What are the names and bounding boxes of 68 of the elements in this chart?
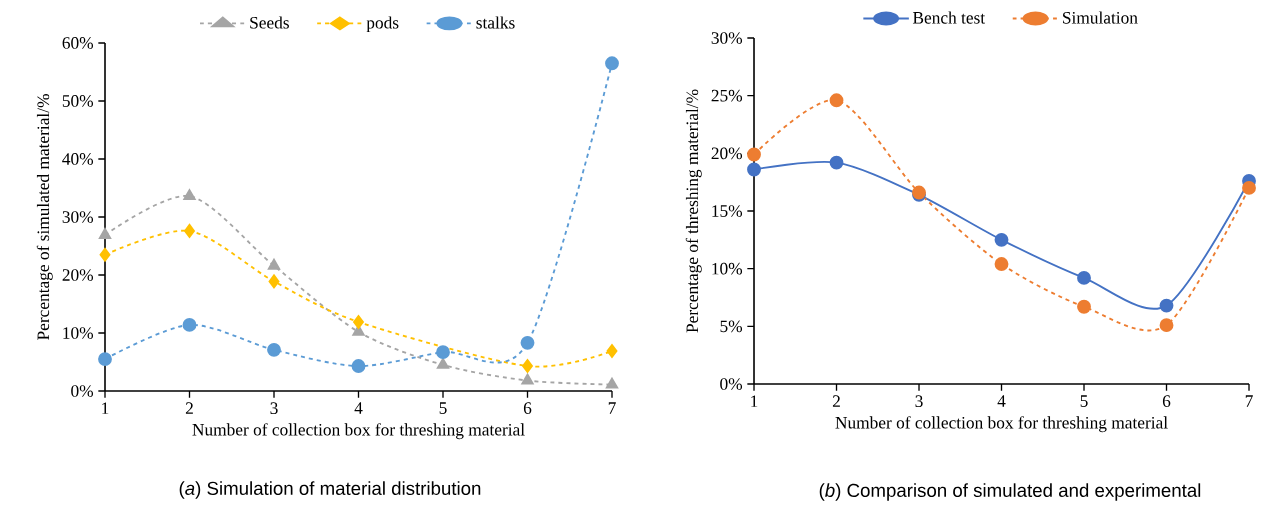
point [747, 147, 761, 162]
point [353, 315, 364, 329]
x-tick-label: 3 [915, 395, 923, 408]
x-tick-label: 5 [439, 402, 447, 414]
y-tick-label: 20% [711, 147, 743, 160]
x-axis-title: Number of collection box for threshing material [835, 416, 1168, 433]
point [605, 377, 619, 389]
y-tick-label: 10% [63, 327, 94, 339]
point [1159, 318, 1174, 333]
x-tick-label: 7 [1245, 395, 1253, 407]
point [98, 352, 112, 367]
text: (a) Simulation of material distribution [179, 481, 481, 499]
x-tick-label: 6 [523, 402, 532, 415]
y-tick-label: 10% [712, 262, 743, 275]
point [606, 344, 618, 358]
point [829, 93, 844, 108]
x-tick-label: 3 [270, 402, 278, 415]
y-axis-title: Percentage of simulated material/% [36, 94, 53, 340]
point [183, 189, 196, 201]
x-tick-label: 1 [751, 395, 758, 407]
point [267, 342, 281, 357]
y-tick-label: 15% [712, 205, 743, 217]
y-tick-label: 40% [62, 153, 94, 165]
point [436, 345, 450, 360]
y-tick-label: 0% [720, 378, 743, 390]
point [1077, 299, 1091, 314]
text: (b) Comparison of simulated and experimental [819, 483, 1201, 501]
x-tick-label: 6 [1162, 395, 1171, 408]
legend-label: stalks [476, 16, 515, 29]
x-tick-label: 5 [1080, 395, 1088, 407]
point [436, 357, 450, 369]
point [182, 317, 197, 332]
point [747, 162, 761, 177]
y-tick-label: 0% [71, 385, 94, 397]
point [522, 359, 533, 373]
x-tick-label: 4 [997, 395, 1006, 407]
x-tick-label: 2 [832, 395, 840, 407]
y-tick-label: 30% [711, 32, 743, 44]
legend-label: Seeds [250, 16, 289, 29]
x-axis-title: Number of collection box for threshing material [192, 423, 525, 440]
y-tick-label: 50% [62, 95, 94, 107]
point [521, 373, 534, 385]
point [520, 335, 535, 350]
y-tick-label: 30% [62, 211, 94, 223]
point [268, 274, 280, 289]
y-tick-label: 60% [62, 37, 94, 49]
point [1077, 270, 1091, 285]
x-tick-label: 1 [102, 402, 109, 414]
point [994, 232, 1009, 247]
point [184, 223, 195, 238]
point [98, 228, 112, 239]
point [994, 257, 1009, 271]
x-tick-label: 4 [354, 402, 363, 414]
x-tick-label: 2 [185, 402, 193, 414]
legend-label: Simulation [1063, 11, 1138, 24]
point [1159, 298, 1174, 313]
point [605, 56, 619, 71]
x-tick-label: 7 [608, 402, 616, 414]
y-tick-label: 20% [62, 269, 94, 281]
y-axis-title: Percentage of threshing material/% [685, 89, 702, 333]
point [99, 247, 111, 262]
point [351, 359, 366, 373]
legend-label: Bench test [912, 11, 986, 24]
point [829, 155, 844, 170]
y-tick-label: 25% [711, 89, 743, 102]
y-tick-label: 5% [720, 320, 743, 333]
legend-label: pods [366, 16, 399, 33]
point [267, 258, 281, 270]
